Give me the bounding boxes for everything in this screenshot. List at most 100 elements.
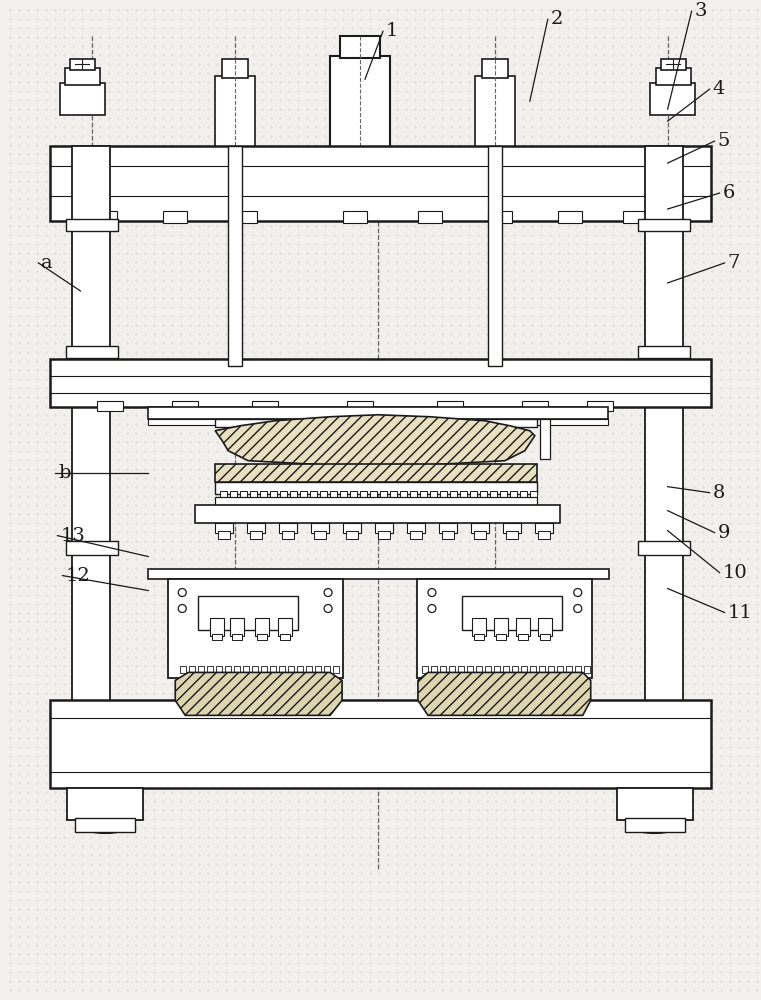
Bar [565, 666, 572, 673]
Bar [460, 491, 467, 497]
Polygon shape [215, 415, 535, 468]
Bar [215, 523, 233, 533]
Bar [215, 464, 537, 482]
Bar [260, 491, 267, 497]
Bar [315, 666, 321, 673]
Text: 7: 7 [728, 254, 740, 272]
Bar [440, 491, 447, 497]
Bar [234, 666, 240, 673]
Bar [494, 666, 500, 673]
Circle shape [324, 605, 332, 613]
Bar [475, 76, 515, 148]
Bar [378, 531, 390, 539]
Bar [517, 634, 528, 640]
Bar [482, 59, 508, 78]
Bar [196, 505, 560, 523]
Circle shape [574, 605, 581, 613]
Bar [300, 491, 307, 497]
Bar [440, 666, 446, 673]
Bar [220, 491, 228, 497]
Bar [330, 56, 390, 148]
Bar [306, 666, 312, 673]
Bar [218, 531, 230, 539]
Bar [250, 531, 262, 539]
Bar [311, 523, 329, 533]
Bar [97, 401, 123, 411]
Bar [512, 666, 517, 673]
Bar [189, 666, 196, 673]
Text: 11: 11 [728, 604, 753, 622]
Bar [380, 491, 387, 497]
Bar [538, 531, 549, 539]
Bar [270, 491, 277, 497]
Bar [207, 666, 213, 673]
Bar [360, 491, 367, 497]
Bar [400, 491, 407, 497]
Bar [278, 618, 292, 636]
Bar [506, 531, 517, 539]
Bar [230, 491, 237, 497]
Bar [521, 666, 527, 673]
Text: 9: 9 [718, 524, 730, 542]
Bar [50, 146, 711, 221]
Bar [215, 497, 537, 505]
Circle shape [428, 589, 436, 597]
Bar [503, 666, 509, 673]
Bar [439, 523, 457, 533]
Bar [164, 211, 187, 223]
Bar [225, 666, 231, 673]
Bar [656, 68, 690, 85]
Bar [417, 579, 592, 678]
Bar [66, 346, 119, 358]
Bar [340, 491, 347, 497]
Bar [516, 618, 530, 636]
Bar [474, 634, 484, 640]
Bar [661, 59, 686, 70]
Bar [75, 818, 135, 832]
Bar [320, 491, 327, 497]
Bar [540, 634, 549, 640]
Bar [503, 523, 521, 533]
Bar [467, 666, 473, 673]
Text: 8: 8 [712, 484, 725, 502]
Bar [168, 579, 343, 678]
Bar [450, 491, 457, 497]
Bar [252, 401, 278, 411]
Bar [471, 523, 489, 533]
Bar [210, 618, 224, 636]
Bar [279, 523, 297, 533]
Bar [216, 666, 222, 673]
Polygon shape [175, 672, 342, 715]
Bar [522, 401, 548, 411]
Bar [510, 491, 517, 497]
Bar [472, 618, 486, 636]
Bar [290, 491, 297, 497]
Bar [66, 219, 119, 231]
Bar [270, 666, 276, 673]
Bar [333, 666, 339, 673]
Bar [422, 666, 428, 673]
Bar [180, 666, 186, 673]
Bar [558, 211, 581, 223]
Bar [314, 531, 326, 539]
Bar [458, 666, 464, 673]
Bar [538, 618, 552, 636]
Bar [638, 541, 689, 555]
Bar [215, 482, 537, 494]
Bar [490, 491, 497, 497]
Bar [279, 666, 285, 673]
Bar [638, 219, 689, 231]
Bar [343, 523, 361, 533]
Bar [430, 491, 437, 497]
Bar [330, 491, 337, 497]
Bar [370, 491, 377, 497]
Text: 10: 10 [722, 564, 747, 582]
Bar [462, 596, 562, 630]
Bar [625, 818, 685, 832]
Bar [255, 618, 269, 636]
Bar [418, 211, 442, 223]
Bar [340, 36, 380, 58]
Bar [240, 491, 247, 497]
Bar [449, 666, 455, 673]
Bar [50, 700, 711, 788]
